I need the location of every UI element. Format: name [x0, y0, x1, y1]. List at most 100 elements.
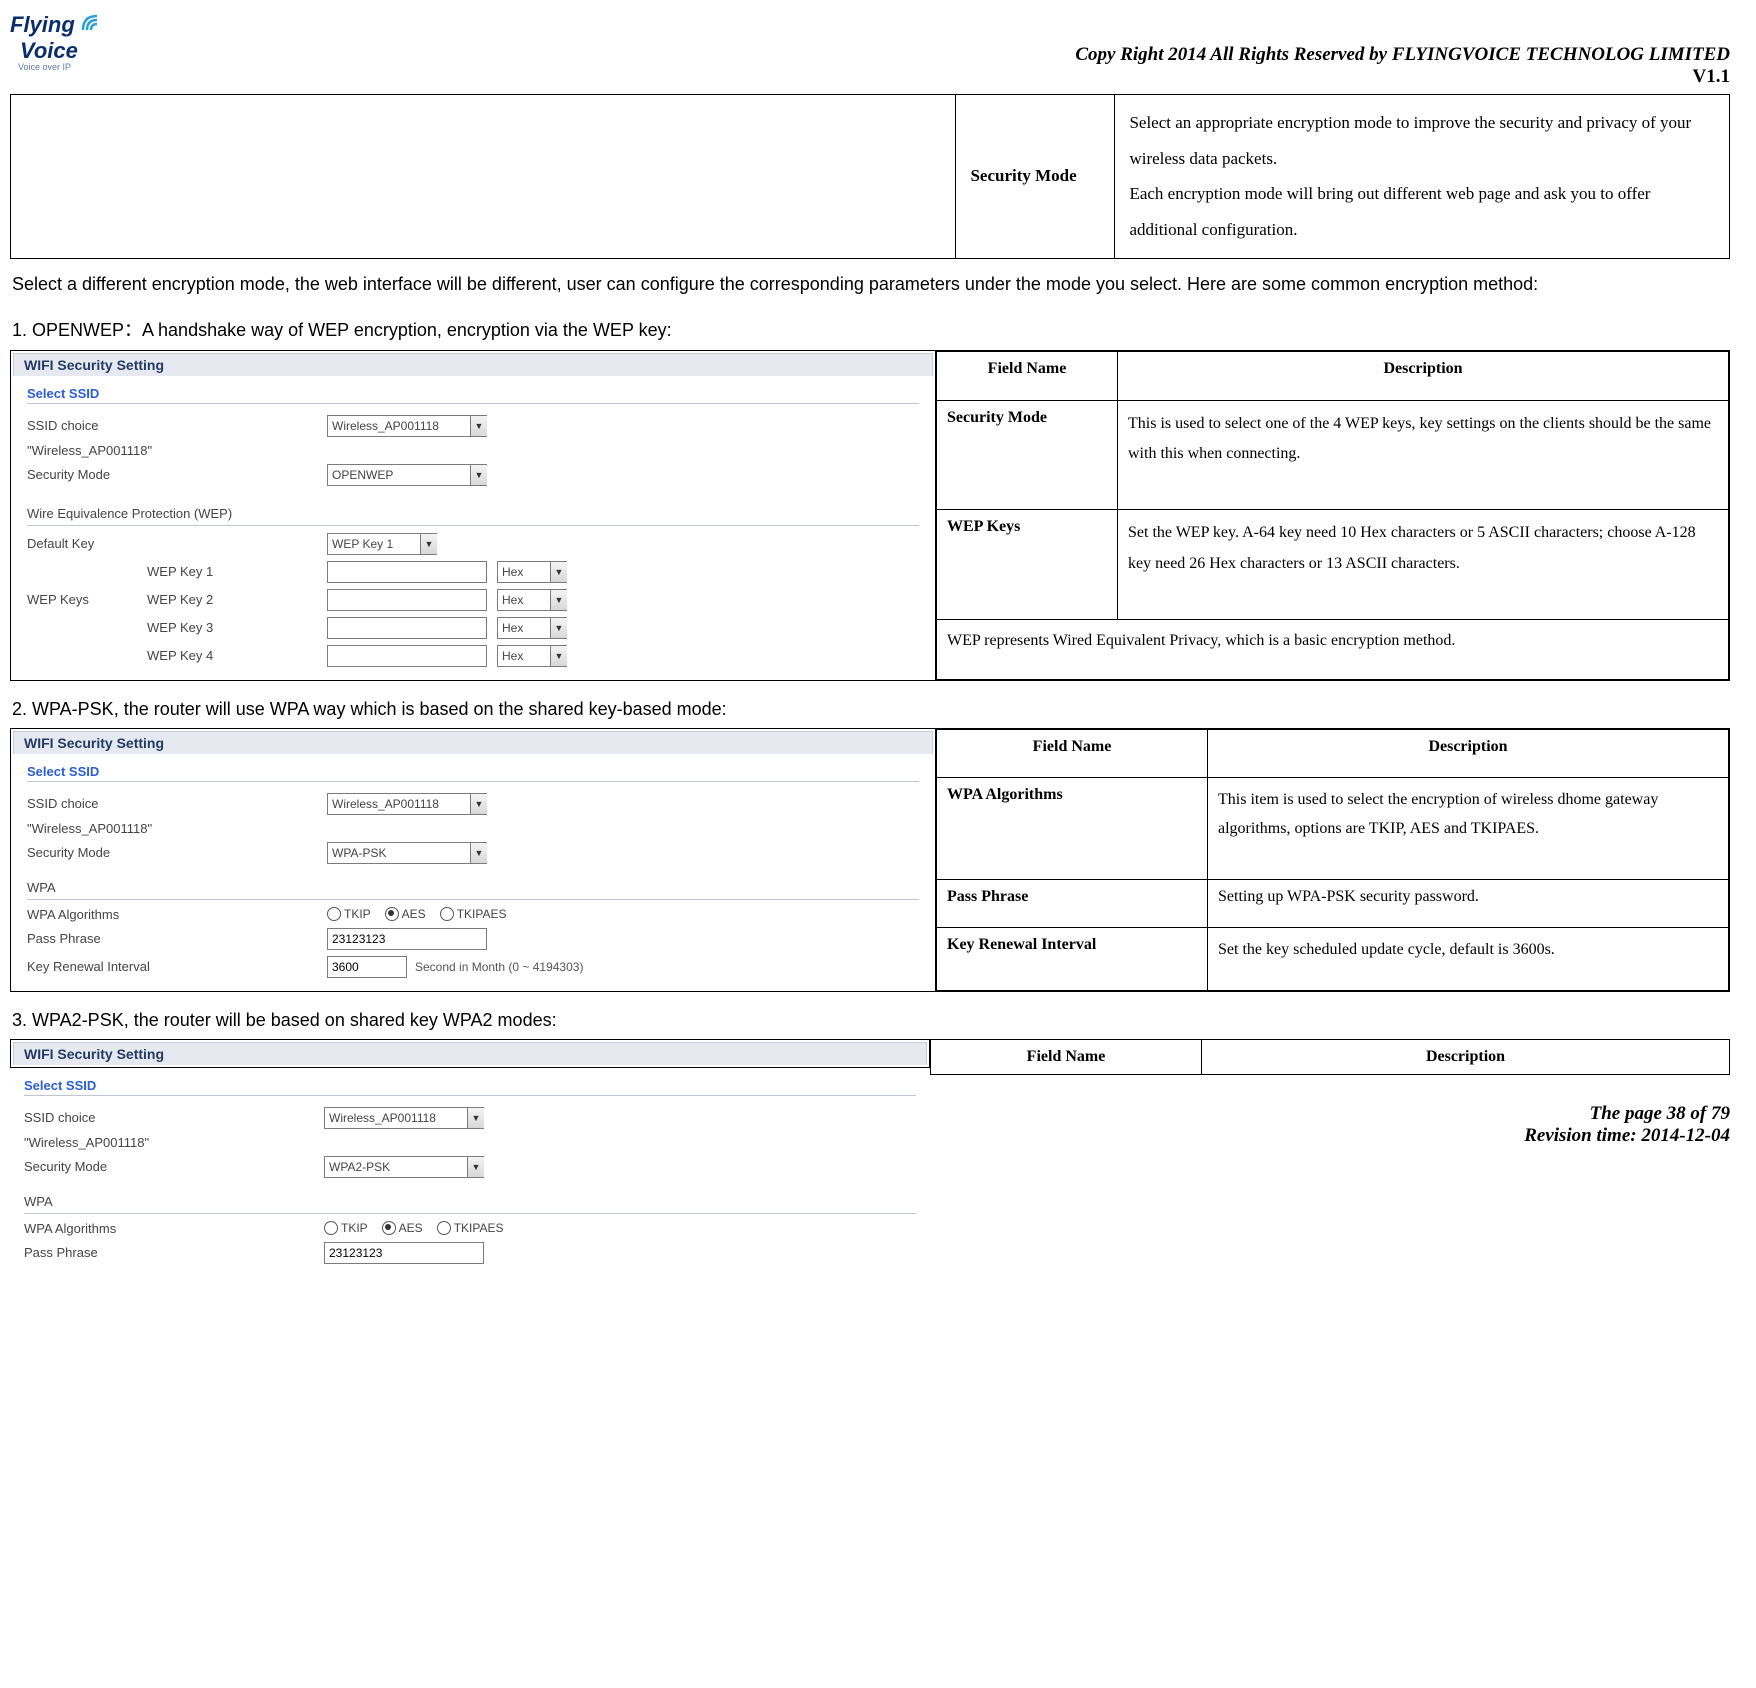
ssid-choice-val: Wireless_AP001118 [332, 419, 439, 433]
wepkey2-enc-select[interactable]: Hex ▼ [497, 589, 567, 611]
chevron-down-icon: ▼ [470, 465, 487, 485]
s2-secmode-select[interactable]: WPA-PSK ▼ [327, 842, 487, 864]
desc-security-mode-text: Select an appropriate encryption mode to… [1129, 105, 1715, 248]
wepkey1-label: WEP Key 1 [27, 564, 327, 579]
wepkey3-enc-select[interactable]: Hex▼ [497, 617, 567, 639]
hex-val: Hex [502, 621, 523, 635]
shot1-title: WIFI Security Setting [13, 353, 933, 376]
chevron-down-icon: ▼ [470, 416, 487, 436]
radio-aes[interactable]: AES [385, 907, 426, 921]
chevron-down-icon: ▼ [420, 534, 437, 554]
s2-pass-label: Pass Phrase [27, 931, 327, 946]
secmode-val: OPENWEP [332, 468, 393, 482]
section2-row: WIFI Security Setting Select SSID SSID c… [10, 728, 1730, 992]
wepkey1-enc-select[interactable]: Hex▼ [497, 561, 567, 583]
s2-ssid-choice-select[interactable]: Wireless_AP001118▼ [327, 793, 487, 815]
shot2-title: WIFI Security Setting [13, 731, 933, 754]
logo-line1: Flying [10, 12, 75, 37]
radio-tkipaes[interactable]: TKIPAES [440, 907, 507, 921]
wepkey3-label: WEP Key 3 [27, 620, 327, 635]
shot3-section: Select SSID [24, 1078, 916, 1098]
radio-icon [324, 1221, 338, 1235]
s1-r2-field: WEP Keys [937, 510, 1118, 619]
ssid-choice-label: SSID choice [27, 418, 327, 433]
s3-wpa-subsection: WPA [24, 1194, 53, 1209]
section1-desc-table: Field Name Description Security Mode Thi… [936, 351, 1729, 680]
shot2-section: Select SSID [27, 764, 919, 784]
s3-pass-label: Pass Phrase [24, 1245, 324, 1260]
s2-th-field: Field Name [937, 729, 1208, 777]
wep-keys-label: WEP Keys [27, 592, 147, 607]
s3-th-desc: Description [1202, 1039, 1730, 1074]
s3-radio-tkipaes[interactable]: TKIPAES [437, 1221, 504, 1235]
copyright-text: Copy Right 2014 All Rights Reserved by F… [10, 44, 1730, 66]
s2-ssid-quoted: "Wireless_AP001118" [27, 821, 327, 836]
s2-r2-desc: Setting up WPA-PSK security password. [1208, 879, 1729, 927]
s2-r2-field: Pass Phrase [937, 879, 1208, 927]
chevron-down-icon: ▼ [550, 590, 567, 610]
s3-ssid-val: Wireless_AP001118 [329, 1111, 436, 1125]
s2-ssid-choice-label: SSID choice [27, 796, 327, 811]
s2-pass-input[interactable] [327, 928, 487, 950]
s2-r1-desc: This item is used to select the encrypti… [1208, 777, 1729, 879]
s1-r2-desc: Set the WEP key. A-64 key need 10 Hex ch… [1118, 510, 1729, 619]
wepkey4-label: WEP Key 4 [27, 648, 327, 663]
s2-secmode-val: WPA-PSK [332, 846, 386, 860]
chevron-down-icon: ▼ [470, 843, 487, 863]
logo-waves-icon [79, 10, 105, 37]
s3-ssid-choice-label: SSID choice [24, 1110, 324, 1125]
wepkey1-input[interactable] [327, 561, 487, 583]
s2-kri-input[interactable] [327, 956, 407, 978]
s1-r1-desc: This is used to select one of the 4 WEP … [1118, 400, 1729, 509]
ssid-quoted: "Wireless_AP001118" [27, 443, 327, 458]
hex-val: Hex [502, 649, 523, 663]
secmode-select[interactable]: OPENWEP ▼ [327, 464, 487, 486]
s2-kri-note: Second in Month (0 ~ 4194303) [415, 960, 583, 974]
wepkey4-enc-select[interactable]: Hex ▼ [497, 645, 567, 667]
section2-screenshot: WIFI Security Setting Select SSID SSID c… [13, 731, 933, 989]
section3-screenshot: WIFI Security Setting [13, 1042, 927, 1065]
s2-kri-label: Key Renewal Interval [27, 959, 327, 974]
wepkey3-input[interactable] [327, 617, 487, 639]
wepkey2-input[interactable] [327, 589, 487, 611]
section1-head: 1. OPENWEP：A handshake way of WEP encryp… [12, 316, 1728, 342]
s2-algo-label: WPA Algorithms [27, 907, 327, 922]
shot3-title: WIFI Security Setting [13, 1042, 927, 1065]
radio-icon [440, 907, 454, 921]
s3-secmode-select[interactable]: WPA2-PSK▼ [324, 1156, 484, 1178]
s3-ssid-quoted: "Wireless_AP001118" [24, 1135, 324, 1150]
chevron-down-icon: ▼ [550, 562, 567, 582]
ssid-choice-select[interactable]: Wireless_AP001118 ▼ [327, 415, 487, 437]
s3-radio-tkip[interactable]: TKIP [324, 1221, 368, 1235]
intro-text: Select a different encryption mode, the … [12, 271, 1728, 298]
chevron-down-icon: ▼ [550, 646, 567, 666]
radio-icon [327, 907, 341, 921]
logo-sub: Voice over IP [18, 62, 105, 72]
security-mode-table: Security Mode Select an appropriate encr… [10, 94, 1730, 259]
s2-ssid-val: Wireless_AP001118 [332, 797, 439, 811]
default-key-select[interactable]: WEP Key 1 ▼ [327, 533, 437, 555]
s3-pass-input[interactable] [324, 1242, 484, 1264]
radio-tkip[interactable]: TKIP [327, 907, 371, 921]
section3-desc-table: Field Name Description [930, 1039, 1730, 1075]
section1-row: WIFI Security Setting Select SSID SSID c… [10, 350, 1730, 681]
section2-desc-table: Field Name Description WPA Algorithms Th… [936, 729, 1729, 991]
s1-th-field: Field Name [937, 351, 1118, 400]
wepkey4-input[interactable] [327, 645, 487, 667]
s3-secmode-label: Security Mode [24, 1159, 324, 1174]
default-key-val: WEP Key 1 [332, 537, 393, 551]
section3-row: WIFI Security Setting Select SSID SSID c… [10, 1039, 1730, 1275]
s3-radio-aes[interactable]: AES [382, 1221, 423, 1235]
s3-th-field: Field Name [931, 1039, 1202, 1074]
s3-ssid-choice-select[interactable]: Wireless_AP001118▼ [324, 1107, 484, 1129]
radio-icon [437, 1221, 451, 1235]
section1-screenshot: WIFI Security Setting Select SSID SSID c… [13, 353, 933, 678]
chevron-down-icon: ▼ [467, 1157, 484, 1177]
wep-subsection: Wire Equivalence Protection (WEP) [27, 506, 232, 521]
s2-th-desc: Description [1208, 729, 1729, 777]
shot1-section: Select SSID [27, 386, 919, 406]
s2-wpa-subsection: WPA [27, 880, 56, 895]
secmode-label: Security Mode [27, 467, 327, 482]
footer-rev: Revision time: 2014-12-04 [930, 1125, 1730, 1147]
hex-val: Hex [502, 593, 523, 607]
